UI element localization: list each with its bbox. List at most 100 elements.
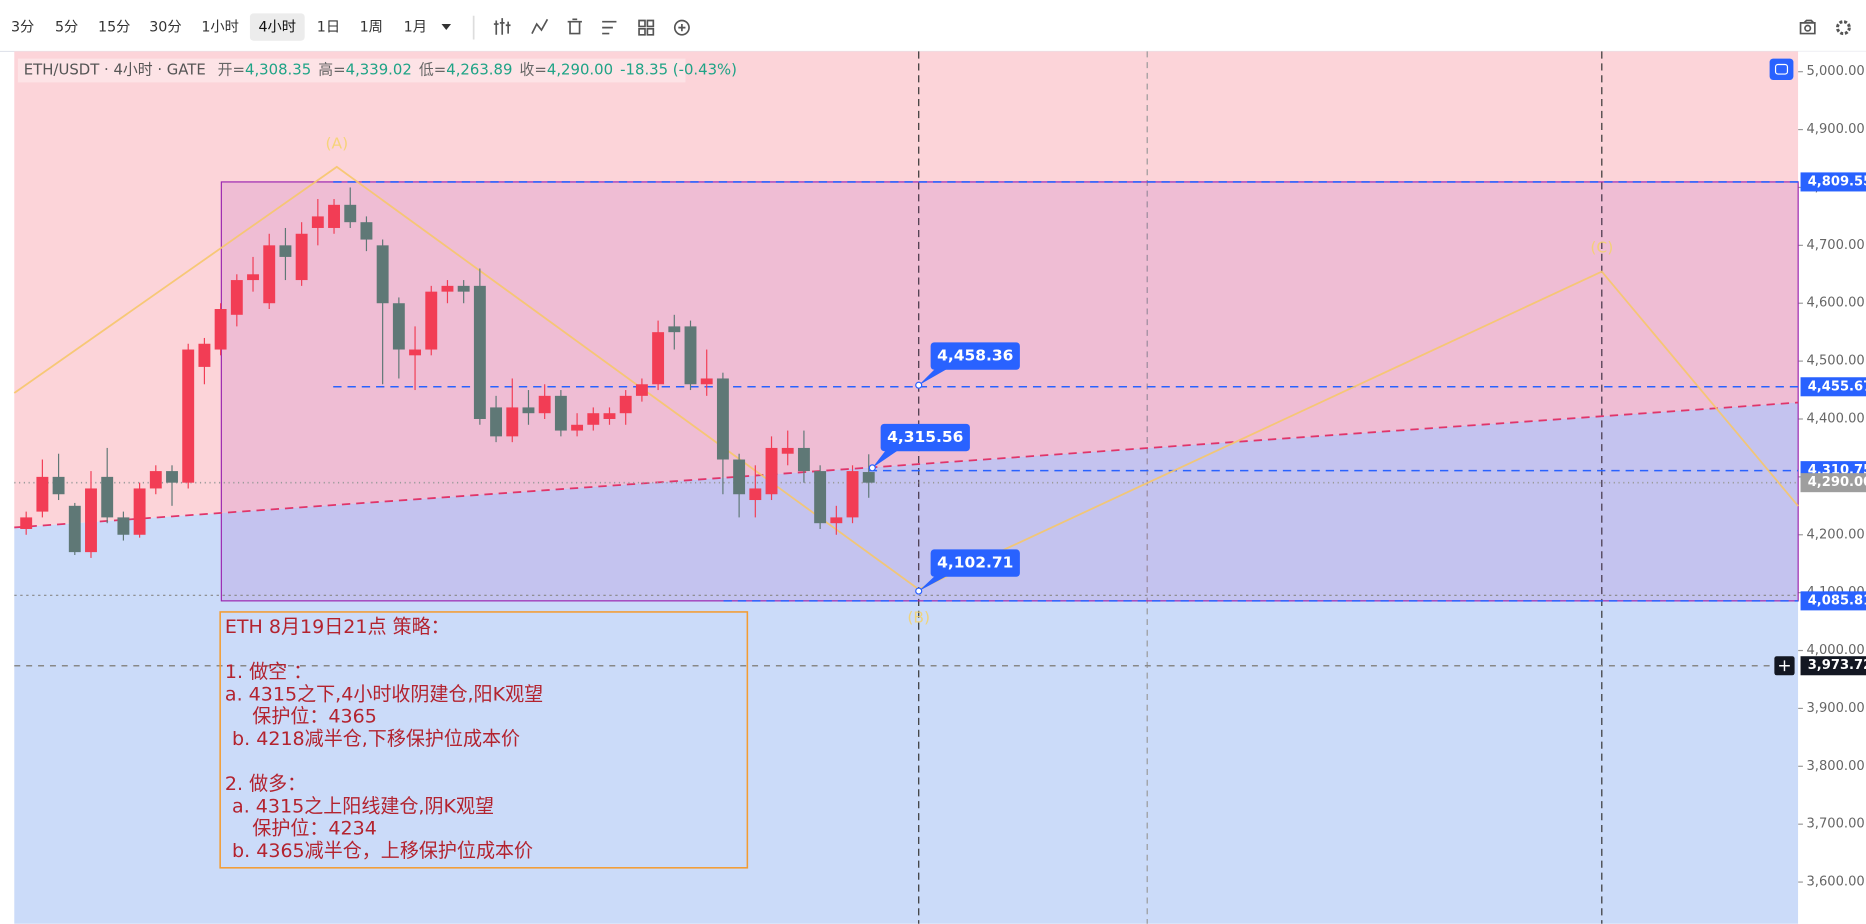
crosshair-add-icon: [1779, 660, 1790, 672]
candle-body: [668, 326, 681, 333]
candle-body: [765, 447, 778, 495]
callout-box: [880, 423, 970, 452]
candle-icon[interactable]: [493, 18, 511, 35]
timeframe-button[interactable]: 1周: [360, 20, 383, 36]
candle-body: [409, 349, 422, 356]
dropdown-arrow[interactable]: [441, 24, 452, 31]
callout-label: 4,458.36: [937, 347, 1013, 365]
candle-body: [214, 309, 227, 350]
candle-body: [149, 471, 162, 489]
price-tag-label: 4,290.00: [1808, 475, 1866, 490]
symbol: ETH/USDT · 4小时 · GATE: [24, 60, 206, 78]
indicator-icon[interactable]: [531, 18, 549, 34]
candle-body: [554, 395, 567, 431]
header: ETH/USDT · 4小时 · GATE 开=4,308.35 高=4,339.0…: [24, 60, 737, 78]
candle-body: [797, 447, 810, 472]
candle-body: [263, 245, 276, 304]
callout-label: 4,102.71: [937, 554, 1013, 572]
sync-button[interactable]: [1769, 58, 1794, 80]
wave-label: (C): [1590, 238, 1613, 256]
grid-icon[interactable]: [638, 19, 655, 36]
candle-body: [36, 476, 49, 512]
callout-pointer: [918, 366, 953, 386]
note-heading: 1. 做空 ：: [225, 661, 312, 683]
y-tick-label: 4,200.00: [1806, 527, 1864, 542]
timeframe-button[interactable]: 1日: [317, 20, 340, 36]
layout-icon[interactable]: [602, 20, 617, 35]
candle-body: [749, 488, 762, 501]
candle-body: [166, 471, 178, 483]
timeframe-button[interactable]: 1月: [404, 20, 427, 36]
y-tick-label: 3,700.00: [1806, 817, 1864, 832]
y-tick-label: 4,900.00: [1806, 122, 1864, 137]
price-tag: [1800, 656, 1866, 676]
camera-icon[interactable]: [1799, 19, 1816, 35]
upper-zone: [14, 51, 1799, 528]
candle-body: [457, 285, 470, 292]
candle-body: [781, 447, 794, 454]
header-bg: [17, 58, 686, 83]
y-tick-label: 4,000.00: [1806, 643, 1864, 658]
y-tick-label: 4,400.00: [1806, 411, 1864, 426]
change: -18.35 (-0.43%): [620, 60, 737, 78]
y-tick-label: 5,000.00: [1806, 64, 1864, 79]
note-item: 保护位：4365: [252, 706, 377, 728]
ohlc-label: 高=: [318, 60, 345, 78]
active-timeframe-bg: [249, 13, 305, 41]
candle-body: [538, 395, 551, 414]
add-icon[interactable]: [673, 19, 690, 36]
toolbar: [0, 0, 1866, 52]
timeframe-button[interactable]: 4小时: [258, 19, 296, 36]
ohlc-label: 收=: [520, 60, 547, 78]
price-tag: [1800, 473, 1866, 493]
timeframe-button[interactable]: 3分: [11, 19, 34, 36]
candle-body: [733, 459, 746, 495]
callout-box: [930, 342, 1020, 370]
candle-body: [814, 471, 827, 524]
y-tick-label: 4,600.00: [1806, 296, 1864, 311]
timeframe-button[interactable]: 30分: [149, 19, 181, 36]
timeframe-button[interactable]: 15分: [98, 19, 130, 36]
candle-body: [117, 517, 130, 535]
candle-body: [311, 216, 324, 228]
candle-body: [652, 332, 665, 385]
candle-body: [85, 488, 97, 553]
candle-body: [587, 413, 600, 425]
candle-body: [441, 285, 454, 292]
price-tag: [1800, 377, 1866, 397]
timeframe-button[interactable]: 5分: [55, 19, 78, 36]
candle-body: [506, 407, 519, 437]
candle-body: [392, 303, 405, 350]
y-tick-label: 4,700.00: [1806, 238, 1864, 253]
callout-point: [915, 381, 923, 389]
candle-body: [862, 472, 875, 483]
ohlc-label: 低=: [419, 60, 446, 78]
ohlc-value: 4,308.35: [245, 60, 311, 78]
callout-box: [930, 549, 1020, 577]
candle-body: [830, 517, 843, 524]
note-heading: 2. 做多：: [225, 773, 306, 795]
candle-body: [619, 395, 632, 414]
candle-body: [279, 245, 292, 257]
trash-icon[interactable]: [567, 18, 582, 35]
candle-body: [182, 349, 195, 483]
candle-body: [376, 245, 389, 304]
note-box: [219, 611, 749, 869]
price-tag-label: 3,973.72: [1808, 658, 1866, 673]
note-item: 保护位：4234: [252, 818, 377, 840]
candle-body: [68, 505, 81, 553]
trend-line: [14, 401, 1799, 529]
timeframe-button[interactable]: 1小时: [201, 19, 239, 36]
settings-icon[interactable]: [1835, 20, 1851, 36]
candle-body: [716, 378, 729, 460]
callout-pointer: [872, 447, 903, 468]
candle-body: [230, 280, 243, 315]
y-tick-label: 3,600.00: [1806, 875, 1864, 890]
candle-body: [425, 291, 438, 350]
candle-body: [684, 326, 697, 385]
wave-label: (A): [325, 135, 348, 153]
y-tick-label: 4,500.00: [1806, 354, 1864, 369]
y-tick-label: 3,800.00: [1806, 759, 1864, 774]
